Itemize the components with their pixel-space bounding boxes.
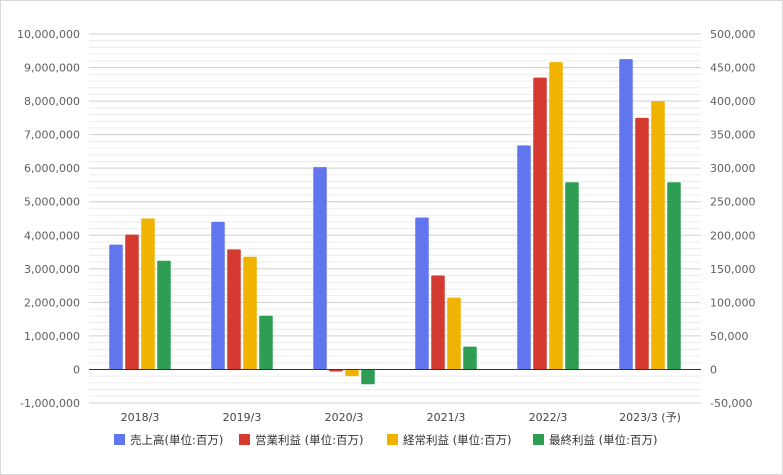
bar	[259, 315, 273, 370]
bar	[565, 182, 579, 370]
legend-label: 売上高(単位:百万)	[130, 433, 223, 447]
bar	[549, 62, 563, 370]
legend-swatch	[239, 434, 250, 445]
bar	[431, 275, 445, 370]
bar	[211, 221, 225, 370]
right-tick-label: 250,000	[710, 196, 756, 209]
bar	[361, 369, 375, 385]
bar	[125, 234, 139, 370]
right-tick-label: 400,000	[710, 95, 756, 108]
right-tick-label: 200,000	[710, 229, 756, 242]
bar	[345, 369, 359, 377]
x-tick-label: 2020/3	[325, 411, 364, 424]
bar	[667, 182, 681, 370]
x-tick-label: 2018/3	[121, 411, 160, 424]
bar	[415, 217, 429, 370]
bar	[533, 77, 547, 370]
left-tick-label: 6,000,000	[24, 162, 80, 175]
left-tick-label: 9,000,000	[24, 62, 80, 75]
legend-swatch	[533, 434, 544, 445]
right-tick-label: 0	[710, 363, 717, 376]
bar	[517, 145, 531, 370]
bars	[109, 59, 681, 385]
x-tick-label: 2023/3 (予)	[619, 411, 681, 424]
right-tick-label: 100,000	[710, 296, 756, 309]
bar	[227, 249, 241, 370]
left-tick-label: 8,000,000	[24, 95, 80, 108]
right-tick-label: 350,000	[710, 129, 756, 142]
bar	[619, 59, 633, 370]
left-tick-label: 1,000,000	[24, 330, 80, 343]
bar	[109, 244, 123, 370]
left-tick-label: 2,000,000	[24, 296, 80, 309]
legend-label: 最終利益 (単位:百万)	[549, 433, 658, 447]
left-tick-label: -1,000,000	[20, 397, 80, 410]
bar	[329, 369, 343, 372]
bar	[463, 346, 477, 370]
x-tick-label: 2019/3	[223, 411, 262, 424]
bar	[635, 117, 649, 370]
legend: 売上高(単位:百万) 営業利益 (単位:百万) 経常利益 (単位:百万) 最終利益 (…	[114, 433, 658, 447]
grid-lines	[89, 33, 701, 404]
left-axis-ticks: -1,000,000 0 1,000,000 2,000,000 3,000,000 4,…	[17, 28, 80, 410]
left-tick-label: 10,000,000	[17, 28, 80, 41]
right-tick-label: 450,000	[710, 62, 756, 75]
legend-swatch	[387, 434, 398, 445]
x-tick-label: 2021/3	[427, 411, 466, 424]
bar	[447, 297, 461, 370]
right-tick-label: 50,000	[710, 330, 749, 343]
legend-label: 経常利益 (単位:百万)	[403, 433, 512, 447]
bar	[651, 101, 665, 370]
left-tick-label: 4,000,000	[24, 229, 80, 242]
bar	[243, 256, 257, 370]
left-tick-label: 0	[73, 363, 80, 376]
left-tick-label: 5,000,000	[24, 196, 80, 209]
left-tick-label: 7,000,000	[24, 129, 80, 142]
x-axis-ticks: 2018/3 2019/3 2020/3 2021/3 2022/3 2023/3 (予)	[121, 411, 681, 424]
right-tick-label: 500,000	[710, 28, 756, 41]
right-tick-label: 300,000	[710, 162, 756, 175]
left-tick-label: 3,000,000	[24, 263, 80, 276]
right-tick-label: 150,000	[710, 263, 756, 276]
right-axis-ticks: -50,000 0 50,000 100,000 150,000 200,000 250,0…	[710, 28, 756, 410]
bar	[141, 218, 155, 370]
bar	[157, 260, 171, 370]
legend-swatch	[114, 434, 125, 445]
right-tick-label: -50,000	[710, 397, 752, 410]
bar	[313, 167, 327, 370]
legend-label: 営業利益 (単位:百万)	[255, 433, 364, 447]
x-tick-label: 2022/3	[529, 411, 568, 424]
